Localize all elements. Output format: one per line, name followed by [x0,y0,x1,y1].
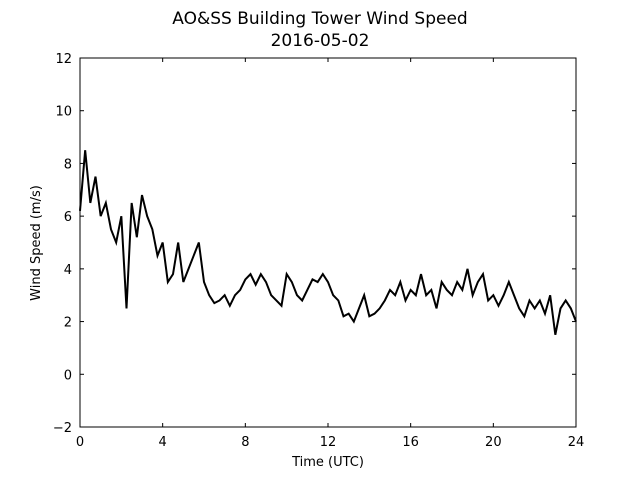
chart-subtitle: 2016-05-02 [271,31,370,51]
y-tick-label: 10 [55,105,72,120]
x-axis-label: Time (UTC) [291,455,364,470]
x-tick-label: 12 [320,435,337,450]
y-tick-label: 12 [55,52,72,67]
y-tick-label: 0 [64,368,72,383]
y-tick-label: 2 [64,316,72,331]
y-tick-label: 6 [64,210,72,225]
x-tick-label: 0 [76,435,84,450]
chart-title: AO&SS Building Tower Wind Speed [172,9,467,29]
y-tick-label: −2 [53,421,72,436]
y-axis-label: Wind Speed (m/s) [29,185,44,301]
data-line [79,150,577,335]
x-tick-label: 4 [159,435,167,450]
x-tick-label: 8 [241,435,249,450]
x-tick-label: 16 [402,435,419,450]
x-tick-label: 24 [568,435,585,450]
x-tick-label: 20 [485,435,502,450]
y-tick-label: 8 [64,157,72,172]
y-tick-label: 4 [64,263,72,278]
